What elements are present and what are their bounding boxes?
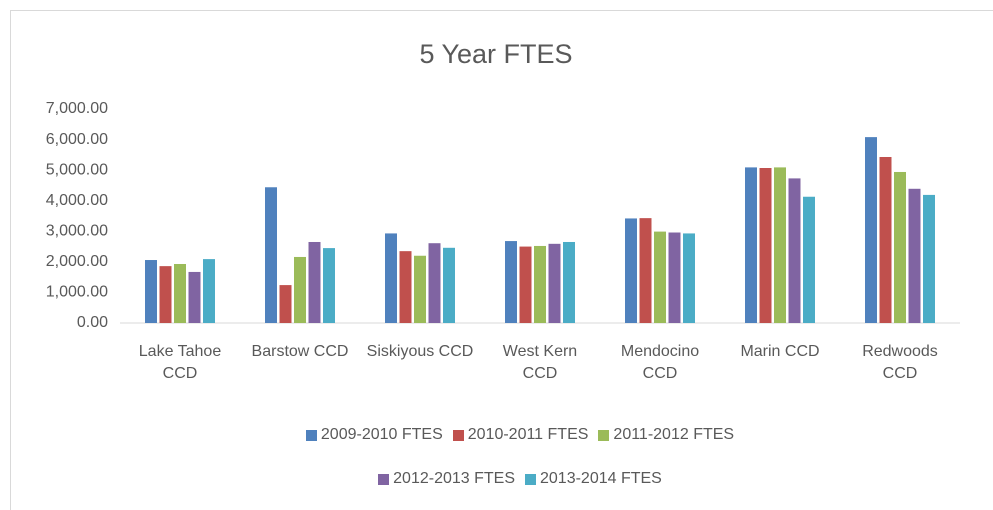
bar <box>265 187 277 323</box>
bar <box>279 285 292 323</box>
y-tick-label: 3,000.00 <box>46 223 108 240</box>
bar <box>203 259 215 323</box>
legend-swatch <box>378 473 390 485</box>
x-tick-label: Marin CCD <box>740 343 820 360</box>
legend-label: 2010-2011 FTES <box>467 426 589 443</box>
bar <box>414 255 426 323</box>
bar <box>879 156 892 323</box>
bar <box>188 271 201 323</box>
bar <box>323 248 335 323</box>
legend-item: 2012-2013 FTES <box>378 468 515 490</box>
bar <box>534 245 546 323</box>
bar <box>625 218 637 323</box>
bar <box>174 263 186 323</box>
y-tick-label: 6,000.00 <box>46 131 108 148</box>
bar <box>399 251 412 323</box>
chart-border <box>10 10 993 510</box>
bar <box>548 243 561 323</box>
x-tick-label: Mendocino CCD <box>620 343 700 382</box>
bar <box>788 178 801 323</box>
bar <box>654 231 666 323</box>
chart-title: 5 Year FTES <box>419 39 572 69</box>
bar <box>563 241 575 323</box>
bar <box>639 218 652 323</box>
bar <box>443 247 455 323</box>
bar <box>865 137 877 323</box>
bar <box>308 241 321 323</box>
legend-swatch <box>305 429 317 441</box>
y-tick-label: 0.00 <box>77 314 108 331</box>
bar <box>923 194 935 323</box>
x-tick-label: West Kern CCD <box>502 343 578 382</box>
legend-item: 2010-2011 FTES <box>452 424 589 446</box>
legend-swatch <box>452 429 464 441</box>
x-tick-label: Siskiyous CCD <box>366 343 474 360</box>
legend-swatch <box>598 429 610 441</box>
y-tick-label: 4,000.00 <box>46 192 108 209</box>
y-tick-label: 7,000.00 <box>46 100 108 117</box>
bar <box>145 260 157 323</box>
legend-label: 2013-2014 FTES <box>540 470 662 487</box>
bar <box>745 167 757 323</box>
y-tick-label: 2,000.00 <box>46 253 108 270</box>
bar <box>385 233 397 323</box>
legend-item: 2009-2010 FTES <box>305 424 443 446</box>
bar <box>803 196 815 323</box>
legend-item: 2013-2014 FTES <box>525 468 662 490</box>
bar <box>294 256 306 323</box>
bar <box>159 266 172 323</box>
y-tick-label: 1,000.00 <box>46 284 108 301</box>
x-tick-label: Lake Tahoe CCD <box>138 343 222 382</box>
y-tick-label: 5,000.00 <box>46 161 108 178</box>
bar <box>908 188 921 323</box>
bar <box>774 167 786 323</box>
legend-label: 2011-2012 FTES <box>613 426 735 443</box>
bar <box>428 243 441 323</box>
x-tick-label: Redwoods CCD <box>862 343 938 382</box>
legend-label: 2009-2010 FTES <box>320 426 443 443</box>
legend-item: 2011-2012 FTES <box>598 424 734 446</box>
bar <box>759 168 772 323</box>
bar <box>894 171 906 323</box>
legend-label: 2012-2013 FTES <box>393 470 515 487</box>
bar <box>668 232 681 323</box>
bar <box>519 246 532 323</box>
bar <box>505 241 517 323</box>
legend-swatch <box>525 473 536 485</box>
bar <box>683 233 695 323</box>
x-tick-label: Barstow CCD <box>251 343 349 360</box>
legend: 2009-2010 FTES 2010-2011 FTES 2011-2012 FT… <box>230 424 810 490</box>
